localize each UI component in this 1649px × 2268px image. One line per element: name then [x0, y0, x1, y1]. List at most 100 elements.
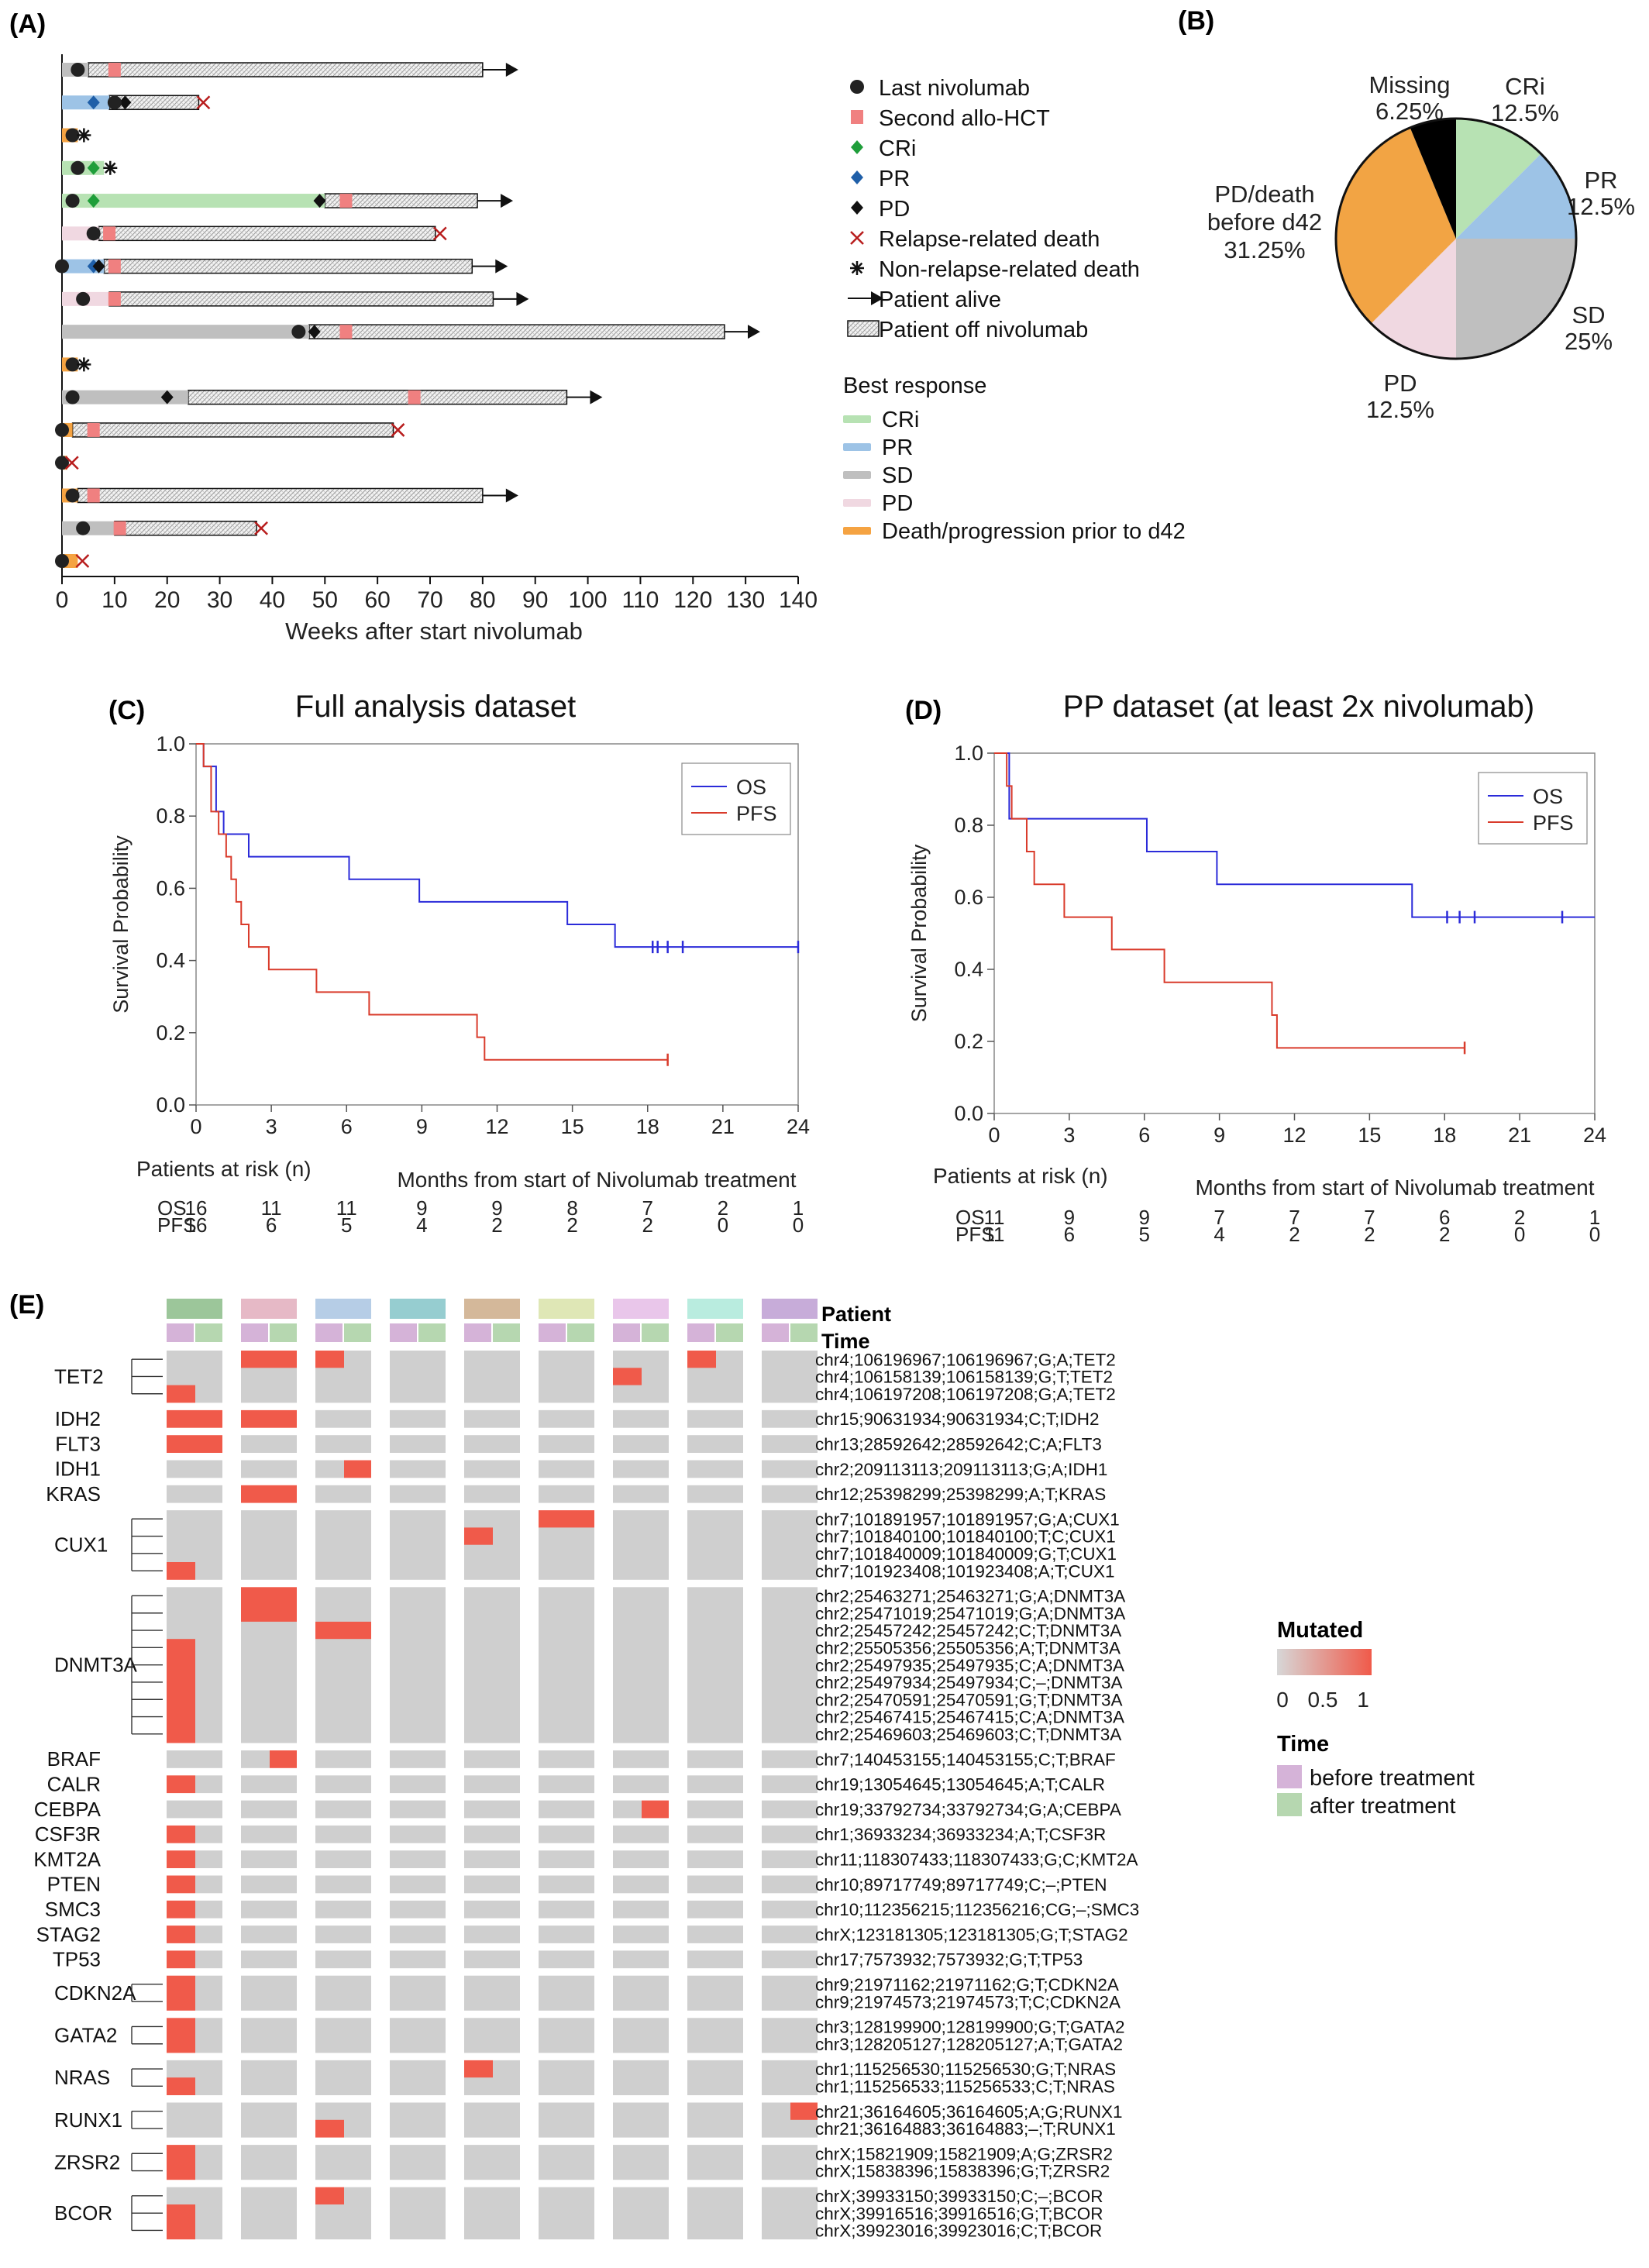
second-allo-marker	[851, 110, 863, 124]
best-response-legend-title: Best response	[843, 373, 986, 398]
mutation-cell	[539, 2204, 567, 2222]
gene-label: PTEN	[47, 1873, 101, 1896]
mutation-cell	[418, 1510, 446, 1528]
mutation-cell	[539, 1750, 567, 1768]
mutation-cell	[642, 2222, 669, 2240]
mutation-cell	[390, 1850, 418, 1868]
mutation-cell	[167, 2102, 195, 2121]
mutation-cell	[464, 1775, 493, 1794]
mutation-cell	[195, 1800, 222, 1819]
km-x-tick-label: 21	[711, 1115, 735, 1138]
mutation-cell	[344, 2018, 371, 2036]
mutation-cell	[270, 1604, 297, 1623]
mutation-cell	[567, 1800, 594, 1819]
mutation-cell	[241, 1850, 270, 1868]
mutation-cell	[464, 2187, 493, 2205]
mutation-cell	[687, 2204, 716, 2222]
mutation-cell	[762, 1926, 790, 1943]
mutation-cell	[270, 1621, 297, 1640]
response-diamond-marker	[851, 170, 863, 184]
mutation-cell	[167, 1708, 195, 1726]
time-before-cell	[539, 1323, 566, 1342]
mutation-cell	[762, 2018, 790, 2036]
km-y-tick-label: 0.8	[156, 804, 185, 828]
km-legend-label: OS	[1533, 785, 1563, 808]
alive-arrow-head	[871, 291, 883, 305]
swimmer-legend-label: Non-relapse-related death	[879, 257, 1140, 282]
alive-arrow-head	[590, 390, 603, 404]
mutation-cell	[315, 1673, 344, 1692]
mutation-cell	[270, 1950, 297, 1969]
mutation-cell	[418, 2102, 446, 2121]
mutation-cell	[390, 1750, 418, 1768]
alive-arrow-head	[505, 488, 518, 503]
mutation-cell	[464, 1708, 493, 1726]
mutation-cell	[464, 1409, 493, 1428]
mutation-cell	[167, 2162, 195, 2180]
mutation-cell	[539, 1993, 567, 2011]
last-nivolumab-marker	[86, 226, 101, 241]
variant-label: chr21;36164883;36164883;–;T;RUNX1	[815, 2119, 1116, 2139]
mutation-cell	[493, 1975, 520, 1994]
mutation-cell	[790, 2162, 818, 2180]
mutation-cell	[270, 1750, 297, 1768]
mutation-cell	[762, 1562, 790, 1580]
mutation-cell	[390, 2162, 418, 2180]
patient-color-cell	[762, 1299, 818, 1319]
mutation-cell	[241, 2204, 270, 2222]
mutation-cell	[195, 2162, 222, 2180]
mutation-cell	[315, 1926, 344, 1943]
mutation-cell	[567, 2060, 594, 2078]
mutation-cell	[390, 1926, 418, 1943]
mutation-cell	[762, 1708, 790, 1726]
mutation-cell	[241, 2222, 270, 2240]
km-risk-value: 11	[984, 1206, 1005, 1229]
mutation-cell	[270, 2187, 297, 2205]
mutation-cell	[613, 2222, 642, 2240]
best-response-bar	[62, 325, 309, 339]
mutation-cell	[167, 2077, 195, 2095]
mutation-cell	[716, 1527, 743, 1546]
mutation-cell	[642, 1800, 669, 1819]
patient-color-cell	[315, 1299, 371, 1319]
response-diamond-marker	[851, 201, 863, 215]
mutation-cell	[613, 1621, 642, 1640]
variant-label: chr15;90631934;90631934;C;T;IDH2	[815, 1409, 1100, 1429]
mutation-cell	[539, 1775, 567, 1794]
mutation-cell	[418, 1368, 446, 1386]
mutation-cell	[493, 1775, 520, 1794]
variant-label: chr9;21974573;21974573;T;C;CDKN2A	[815, 1992, 1121, 2012]
mutation-cell	[642, 1385, 669, 1403]
mutation-cell	[716, 1604, 743, 1623]
pie-chart: CRi12.5%PR12.5%SD25%PD12.5%PD/deathbefor…	[1207, 71, 1635, 423]
km-x-tick-label: 9	[416, 1115, 428, 1138]
mutation-cell	[241, 1656, 270, 1674]
mutation-cell	[762, 1775, 790, 1794]
off-nivolumab-bar	[88, 62, 484, 77]
mutation-cell	[315, 1656, 344, 1674]
mutation-cell	[241, 1825, 270, 1843]
mutation-cell	[539, 1587, 567, 1605]
mutation-cell	[195, 1385, 222, 1403]
time-after-cell	[195, 1323, 222, 1342]
mutated-legend-title: Mutated	[1277, 1618, 1363, 1643]
km-risk-value: 6	[1064, 1223, 1075, 1246]
mutation-cell	[390, 2204, 418, 2222]
mutation-cell	[687, 1691, 716, 1709]
mutation-cell	[762, 1875, 790, 1894]
mutation-cell	[539, 1435, 567, 1453]
mutation-cell	[344, 1409, 371, 1428]
mutation-cell	[762, 1368, 790, 1386]
relapse-death-marker	[391, 423, 405, 437]
mutation-cell	[493, 2060, 520, 2078]
mutation-cell	[790, 1750, 818, 1768]
second-allo-marker	[408, 390, 421, 404]
patient-row	[62, 128, 91, 143]
mutation-cell	[195, 1850, 222, 1868]
mutation-cell	[464, 1368, 493, 1386]
mutation-cell	[642, 1926, 669, 1943]
mutation-cell	[613, 1656, 642, 1674]
mutation-cell	[687, 1562, 716, 1580]
km-risk-value: 1	[793, 1196, 804, 1220]
mutation-cell	[790, 1800, 818, 1819]
